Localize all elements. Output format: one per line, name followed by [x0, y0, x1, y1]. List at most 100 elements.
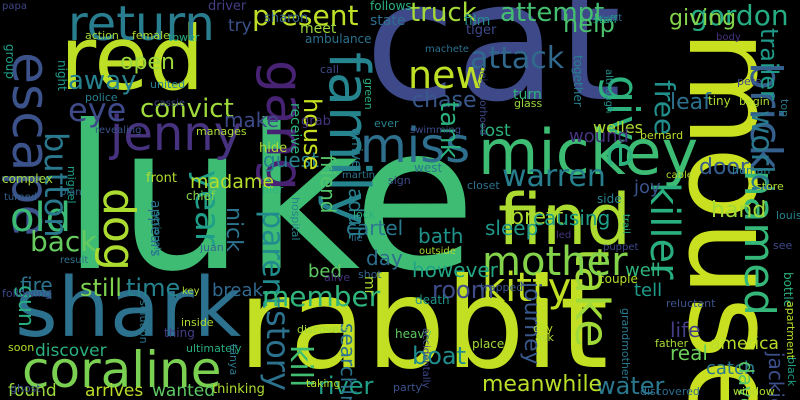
word-welles: welles [593, 118, 643, 137]
word-grandmother: grandmother [619, 308, 632, 381]
word-day: day [366, 246, 403, 270]
word-brett: brett [510, 205, 564, 230]
word-causing: causing [533, 206, 611, 230]
word-martin: martin [342, 170, 376, 181]
word-make: make [224, 108, 279, 132]
word-eye: eye [68, 91, 127, 129]
word-free: free [648, 80, 681, 136]
word-juan: juan [200, 241, 224, 254]
word-jenny: jenny [110, 106, 243, 162]
word-bernard: bernard [640, 129, 684, 142]
word-bath: bath [418, 224, 464, 248]
word-hand: hand [711, 198, 767, 223]
word-try: try [228, 16, 252, 36]
word-river: river [318, 372, 374, 400]
word-wanted: wanted [152, 381, 216, 400]
word-ever: ever [374, 117, 399, 130]
word-cat: cat [365, 0, 622, 138]
word-find: find [498, 179, 631, 261]
word-alive: alive [324, 271, 351, 284]
word-luke: luke [62, 83, 477, 316]
word-outside: outside [419, 246, 456, 257]
word-top: top [778, 99, 791, 118]
word-button: button [37, 132, 75, 238]
word-giving: giving [669, 6, 737, 31]
word-time: time [126, 274, 181, 302]
word-member: member [262, 280, 381, 313]
word-next: next [600, 13, 623, 24]
word-receive: receive [287, 103, 303, 155]
word-grab: grab [301, 114, 331, 129]
word-sign: sign [388, 174, 411, 187]
word-father: father [655, 337, 689, 350]
word-rabbit: rabbit [238, 252, 609, 397]
word-pier: pier [262, 183, 284, 196]
word-kill: kill [283, 345, 318, 388]
word-adult: adult [344, 188, 368, 240]
word-killer: killer [641, 182, 687, 280]
word-together: together [571, 55, 585, 107]
word-group: group [3, 44, 17, 79]
word-kitty: kitty [482, 265, 572, 311]
word-back: back [30, 225, 97, 258]
word-story: story [259, 310, 297, 391]
word-film: film [464, 13, 491, 29]
word-green: green [362, 78, 375, 110]
word-trailer: trailer [755, 28, 783, 100]
word-tanya: tanya [227, 344, 240, 376]
word-swimming: swimming [410, 125, 462, 136]
word-west: west [414, 161, 443, 175]
word-store: store [756, 180, 784, 193]
word-cassie: cassie [154, 98, 185, 109]
word-night: night [55, 60, 69, 91]
word-america: america [710, 334, 779, 354]
word-reluctant: reluctant [666, 297, 716, 310]
word-call: call [320, 63, 339, 76]
word-year: year [187, 170, 227, 246]
word-place: place [472, 337, 505, 351]
word-united: united [150, 78, 186, 91]
word-thinking: thinking [212, 382, 265, 397]
word-new: new [408, 53, 487, 97]
word-chase: chase [412, 88, 477, 113]
word-ghost: ghost [10, 382, 41, 395]
word-following: following [2, 287, 52, 300]
word-miss: miss [360, 118, 471, 174]
word-family: family [316, 52, 381, 225]
word-staff: staff [593, 13, 618, 26]
word-seriously: seriously [151, 211, 162, 256]
word-old: old [10, 195, 71, 241]
word-sharon: sharon [264, 11, 309, 26]
word-result: result [60, 255, 89, 266]
word-dave: dave [734, 361, 758, 400]
word-hospital: hospital [289, 197, 302, 241]
word-mr: mr [361, 276, 377, 296]
word-driver: driver [208, 0, 247, 14]
word-present: present [252, 0, 359, 32]
word-red: red [60, 7, 205, 110]
word-parent: parent [255, 210, 290, 309]
word-bed: bed [308, 261, 342, 282]
word-machete: machete [425, 44, 469, 55]
word-searching: searching [336, 323, 360, 400]
word-wound: wound [569, 126, 629, 147]
word-follows: follows [370, 0, 412, 13]
word-well: well [625, 260, 661, 281]
word-arrives: arrives [85, 381, 144, 400]
word-jackie: jackie [764, 352, 788, 400]
word-mother: mother [482, 239, 628, 285]
word-city: city [533, 322, 553, 335]
word-gordon: gordon [690, 0, 789, 32]
word-arrive: arrive [348, 128, 364, 169]
word-sleep: sleep [485, 216, 539, 240]
word-human: human [732, 164, 771, 177]
word-world: world [744, 110, 779, 193]
word-tower: tower [168, 31, 200, 44]
word-solution: solution [137, 300, 150, 344]
word-party: party [393, 381, 423, 394]
word-led: led [556, 230, 572, 241]
word-tiny: tiny [708, 94, 731, 108]
word-lost: lost [480, 121, 511, 141]
word-lock: lock [353, 208, 376, 221]
